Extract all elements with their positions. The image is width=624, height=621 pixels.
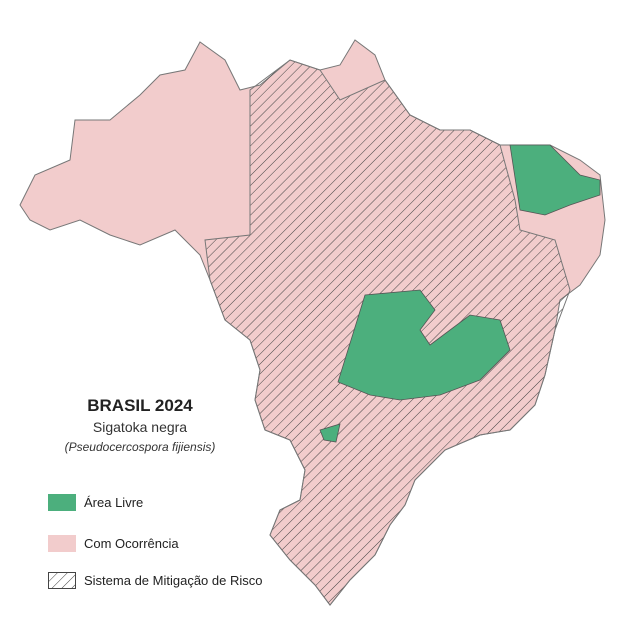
legend-item-mitigation: Sistema de Mitigação de Risco — [48, 572, 262, 589]
legend-item-free: Área Livre — [48, 494, 143, 511]
free-area-southwest — [319, 423, 341, 443]
legend-swatch-occurrence — [48, 535, 76, 552]
legend-swatch-hatched — [48, 572, 76, 589]
map-title: BRASIL 2024 — [87, 396, 193, 415]
legend-swatch-free — [48, 494, 76, 511]
free-area-central — [337, 289, 511, 401]
legend-item-occurrence: Com Ocorrência — [48, 535, 179, 552]
legend-label: Sistema de Mitigação de Risco — [84, 573, 263, 588]
scientific-name: (Pseudocercospora fijiensis) — [64, 440, 216, 454]
free-area-northeast — [509, 144, 601, 216]
legend-label: Com Ocorrência — [84, 536, 179, 551]
legend-label: Área Livre — [84, 495, 144, 510]
map-subtitle: Sigatoka negra — [92, 419, 188, 435]
